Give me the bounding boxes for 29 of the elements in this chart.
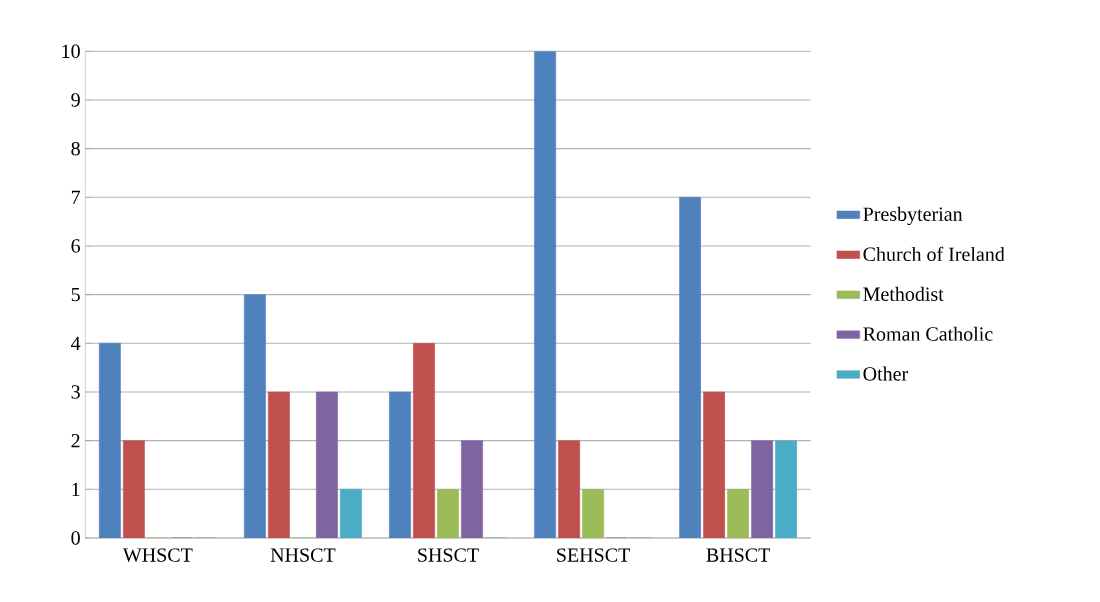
y-tick-label: 8 xyxy=(71,141,80,156)
y-tick-label: 0 xyxy=(71,531,80,545)
legend-label: Presbyterian xyxy=(863,206,963,226)
bar xyxy=(751,440,774,538)
x-tick-label: BHSCT xyxy=(706,548,771,562)
x-tick-label: NHSCT xyxy=(270,548,336,562)
y-tick-label: 4 xyxy=(71,336,81,350)
y-tick-label: 9 xyxy=(71,93,80,107)
legend-label: Other xyxy=(863,366,909,381)
y-tick-label: 3 xyxy=(71,385,80,399)
y-tick-label: 10 xyxy=(62,44,80,59)
bar xyxy=(727,489,750,538)
bar xyxy=(316,391,338,538)
y-tick-label: 2 xyxy=(71,434,80,448)
y-tick-label: 5 xyxy=(71,288,80,302)
legend-label: Roman Catholic xyxy=(863,326,993,341)
bar xyxy=(340,489,362,538)
bar xyxy=(437,489,459,538)
legend-label: Methodist xyxy=(863,286,944,301)
x-tick-label: SEHSCT xyxy=(557,548,630,562)
legend-label: Church of Ireland xyxy=(863,246,1005,262)
bar xyxy=(775,440,798,538)
bar xyxy=(461,440,483,538)
y-tick-label: 7 xyxy=(71,190,81,204)
x-tick-label: SHSCT xyxy=(418,548,479,562)
y-tick-label: 6 xyxy=(71,239,81,253)
x-tick-label: WHSCT xyxy=(122,548,193,562)
bar xyxy=(582,489,605,538)
y-tick-label: 1 xyxy=(72,482,80,496)
